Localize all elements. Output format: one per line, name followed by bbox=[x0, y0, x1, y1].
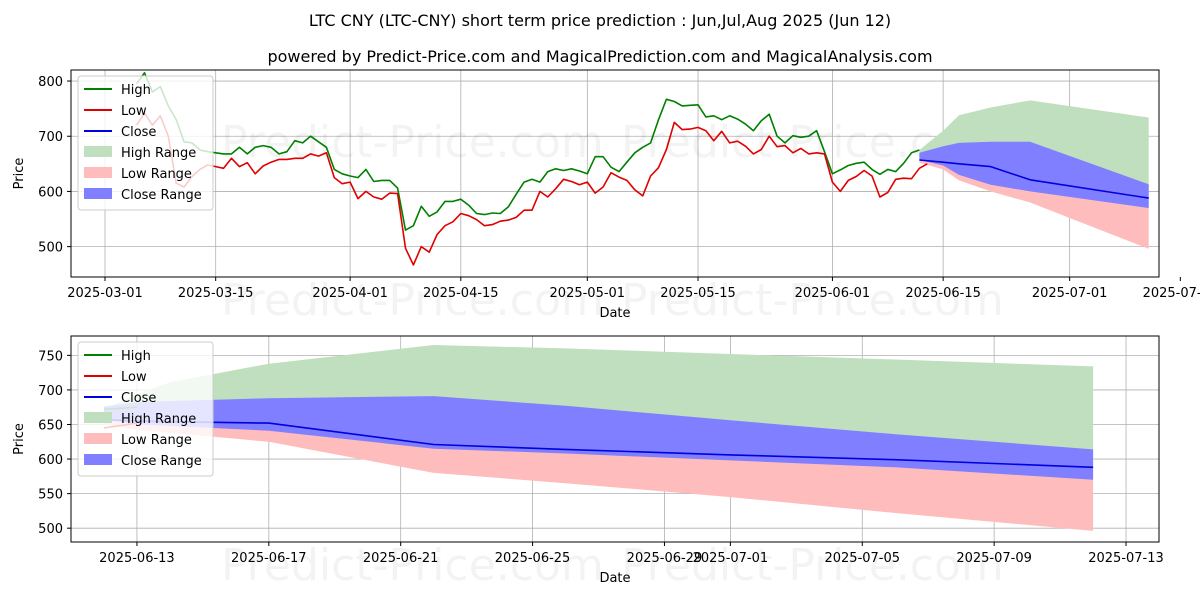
top-panel: Predict-Price.comPredict-Price.comPredic… bbox=[12, 69, 1200, 326]
top-x-tick-label: 2025-03-01 bbox=[67, 286, 143, 301]
top-y-tick-label: 800 bbox=[38, 75, 63, 90]
top-legend-swatch-low-range bbox=[84, 167, 112, 178]
bottom-y-tick-label: 750 bbox=[38, 349, 63, 364]
bottom-legend-label-close-range: Close Range bbox=[121, 454, 202, 469]
top-close-line bbox=[919, 159, 1149, 199]
top-x-axis-label: Date bbox=[599, 306, 630, 321]
bottom-plot-area bbox=[103, 345, 1094, 531]
bottom-legend-label-high: High bbox=[121, 349, 151, 364]
bottom-x-tick-label: 2025-06-29 bbox=[627, 551, 703, 566]
top-legend-label-low: Low bbox=[121, 104, 147, 119]
bottom-axes-frame bbox=[70, 335, 1160, 543]
bottom-legend-swatch-low-range bbox=[84, 433, 112, 444]
bottom-x-tick-label: 2025-06-25 bbox=[495, 551, 571, 566]
bottom-watermark-4: Predict-Price.com bbox=[621, 540, 1004, 591]
bottom-legend-label-low-range: Low Range bbox=[121, 433, 192, 448]
top-legend-swatch-high-range bbox=[84, 146, 112, 157]
bottom-y-axis-label: Price bbox=[12, 423, 27, 455]
top-x-tick-label: 2025-04-15 bbox=[423, 286, 499, 301]
top-watermark-3: Predict-Price.com bbox=[221, 275, 604, 326]
top-y-tick-label: 700 bbox=[38, 130, 63, 145]
top-legend-label-close: Close bbox=[121, 125, 156, 140]
top-high-line bbox=[135, 72, 920, 231]
top-x-tick-label: 2025-04-01 bbox=[312, 286, 388, 301]
bottom-panel: Predict-Price.comPredict-Price.comPredic… bbox=[12, 335, 1164, 591]
bottom-x-tick-label: 2025-07-05 bbox=[824, 551, 900, 566]
top-legend-label-low-range: Low Range bbox=[121, 167, 192, 182]
bottom-y-tick-label: 500 bbox=[38, 522, 63, 537]
top-legend-label-high: High bbox=[121, 83, 151, 98]
top-x-tick-label: 2025-07-15 bbox=[1143, 286, 1200, 301]
bottom-y-tick-label: 700 bbox=[38, 384, 63, 399]
top-legend-label-close-range: Close Range bbox=[121, 188, 202, 203]
chart-subtitle: powered by Predict-Price.com and Magical… bbox=[267, 47, 932, 66]
top-y-tick-label: 600 bbox=[38, 185, 63, 200]
bottom-watermark-3: Predict-Price.com bbox=[221, 540, 604, 591]
bottom-x-tick-label: 2025-07-09 bbox=[956, 551, 1032, 566]
top-x-tick-label: 2025-05-15 bbox=[660, 286, 736, 301]
bottom-y-tick-label: 600 bbox=[38, 453, 63, 468]
bottom-x-tick-label: 2025-07-01 bbox=[693, 551, 769, 566]
top-low-range-band bbox=[919, 160, 1149, 249]
bottom-low-range-band bbox=[104, 419, 1094, 531]
bottom-y-tick-label: 650 bbox=[38, 418, 63, 433]
bottom-x-tick-label: 2025-06-13 bbox=[99, 551, 175, 566]
bottom-legend-label-close: Close bbox=[121, 391, 156, 406]
top-watermark-4: Predict-Price.com bbox=[621, 275, 1004, 326]
top-legend-label-high-range: High Range bbox=[121, 146, 196, 161]
bottom-legend-swatch-close-range bbox=[84, 454, 112, 465]
top-axes-frame bbox=[70, 69, 1160, 278]
top-x-tick-label: 2025-06-01 bbox=[795, 286, 871, 301]
top-x-tick-label: 2025-05-01 bbox=[550, 286, 626, 301]
top-x-tick-label: 2025-03-15 bbox=[178, 286, 254, 301]
top-x-tick-label: 2025-06-15 bbox=[905, 286, 981, 301]
bottom-y-tick-label: 550 bbox=[38, 488, 63, 503]
top-plot-area bbox=[135, 72, 1149, 266]
chart-title: LTC CNY (LTC-CNY) short term price predi… bbox=[309, 11, 891, 30]
top-legend-swatch-close-range bbox=[84, 188, 112, 199]
bottom-x-tick-label: 2025-07-13 bbox=[1088, 551, 1164, 566]
top-x-tick-label: 2025-07-01 bbox=[1032, 286, 1108, 301]
bottom-x-tick-label: 2025-06-21 bbox=[363, 551, 439, 566]
bottom-legend-label-low: Low bbox=[121, 370, 147, 385]
bottom-legend-label-high-range: High Range bbox=[121, 412, 196, 427]
bottom-x-tick-label: 2025-06-17 bbox=[231, 551, 307, 566]
top-y-axis-label: Price bbox=[12, 158, 27, 190]
top-low-line bbox=[135, 112, 928, 266]
bottom-legend-swatch-high-range bbox=[84, 412, 112, 423]
top-close-range-band bbox=[919, 141, 1149, 208]
bottom-x-axis-label: Date bbox=[599, 571, 630, 586]
top-y-tick-label: 500 bbox=[38, 241, 63, 256]
